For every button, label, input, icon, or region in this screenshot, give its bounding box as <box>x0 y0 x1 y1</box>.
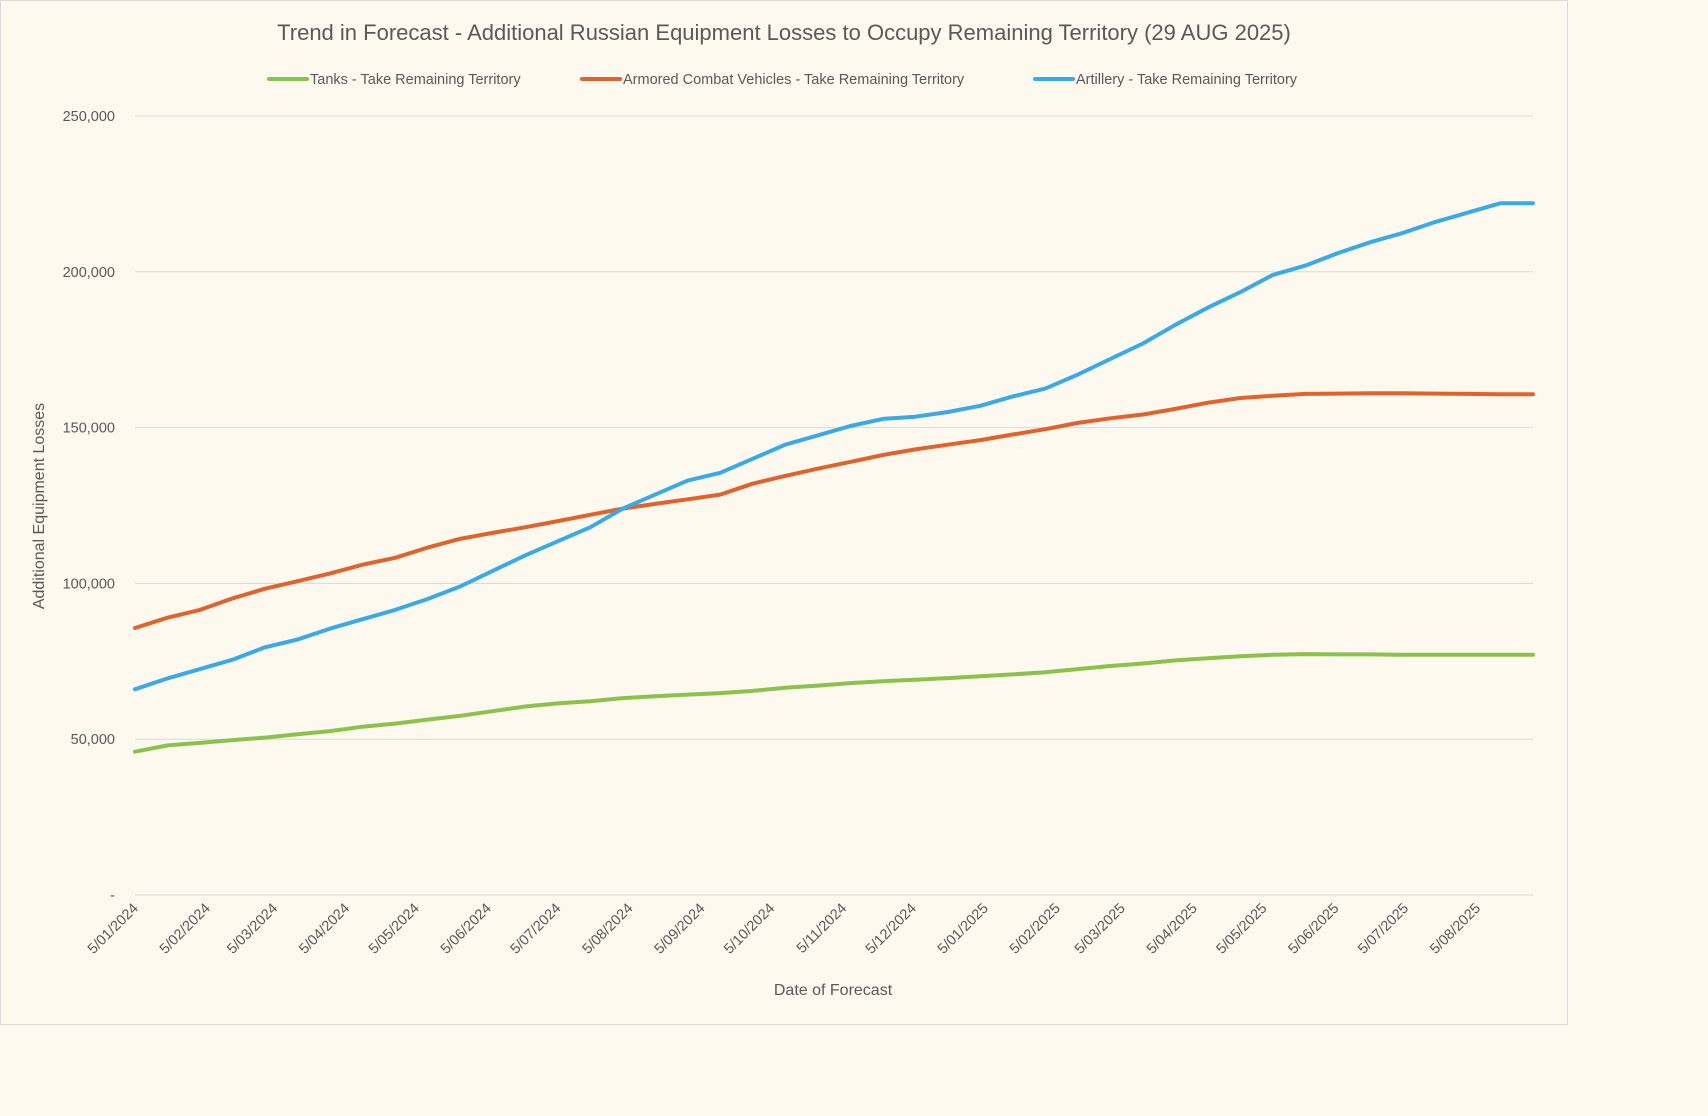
x-tick-label: 5/08/2025 <box>1427 901 1484 958</box>
x-tick-label: 5/02/2025 <box>1007 901 1064 958</box>
y-axis-title: Additional Equipment Losses <box>31 403 48 609</box>
x-tick-label: 5/05/2024 <box>366 901 423 958</box>
y-tick-label: 150,000 <box>63 421 115 437</box>
x-tick-label: 5/04/2024 <box>296 901 353 958</box>
x-tick-label: 5/04/2025 <box>1144 901 1201 958</box>
x-tick-label: 5/01/2025 <box>935 901 992 958</box>
series-line <box>133 652 1535 754</box>
series-lines <box>133 201 1535 754</box>
x-tick-label: 5/09/2024 <box>652 901 709 958</box>
legend: Tanks - Take Remaining Territory Armored … <box>267 72 1298 88</box>
legend-label: Armored Combat Vehicles - Take Remaining… <box>623 72 965 88</box>
x-tick-label: 5/03/2024 <box>224 901 281 958</box>
y-axis-ticks: - 50,000 100,000 150,000 200,000 250,000 <box>63 109 116 904</box>
y-tick-label: 250,000 <box>63 109 115 125</box>
chart-title: Trend in Forecast - Additional Russian E… <box>277 20 1291 45</box>
x-tick-label: 5/10/2024 <box>721 901 778 958</box>
x-tick-label: 5/02/2024 <box>157 901 214 958</box>
legend-label: Tanks - Take Remaining Territory <box>310 72 521 88</box>
x-tick-label: 5/07/2025 <box>1355 901 1412 958</box>
x-tick-label: 5/05/2025 <box>1214 901 1271 958</box>
x-tick-label: 5/06/2024 <box>438 901 495 958</box>
x-tick-label: 5/03/2025 <box>1072 901 1129 958</box>
x-axis-title: Date of Forecast <box>774 982 893 999</box>
x-tick-label: 5/01/2024 <box>85 901 142 958</box>
y-tick-label: - <box>110 888 115 904</box>
gridlines <box>135 115 1533 896</box>
series-line <box>133 201 1535 692</box>
legend-label: Artillery - Take Remaining Territory <box>1076 72 1298 88</box>
series-line <box>133 391 1535 630</box>
x-tick-label: 5/11/2024 <box>794 901 850 957</box>
x-tick-label: 5/07/2024 <box>508 901 565 958</box>
y-tick-label: 100,000 <box>63 576 115 592</box>
x-axis-ticks: 5/01/2024 5/02/2024 5/03/2024 5/04/2024 5/05… <box>85 901 1484 958</box>
chart-frame: Trend in Forecast - Additional Russian E… <box>0 0 1568 1025</box>
x-tick-label: 5/08/2024 <box>580 901 637 958</box>
y-tick-label: 50,000 <box>71 732 115 748</box>
x-tick-label: 5/12/2024 <box>863 901 920 958</box>
y-tick-label: 200,000 <box>63 265 115 281</box>
x-tick-label: 5/06/2025 <box>1286 901 1343 958</box>
line-chart: Trend in Forecast - Additional Russian E… <box>31 20 1535 999</box>
